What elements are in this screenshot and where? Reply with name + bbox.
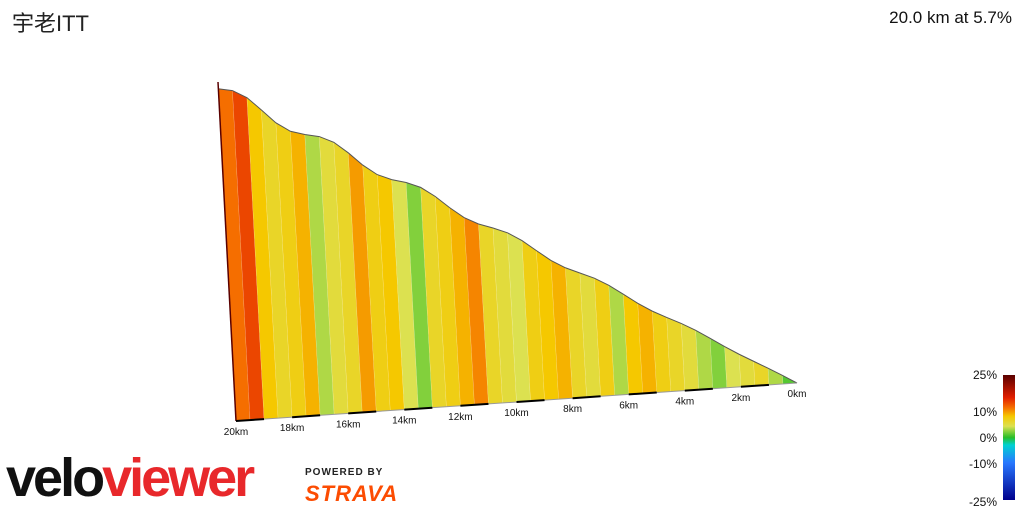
svg-text:veloviewer: veloviewer: [6, 448, 255, 508]
x-axis-tick-mark: [740, 383, 770, 388]
x-tick-label: 2km: [731, 393, 750, 404]
profile-outline: [217, 88, 798, 384]
x-tick-label: 6km: [619, 400, 638, 411]
x-tick-label: 0km: [788, 389, 807, 400]
gradient-segment: [738, 353, 756, 388]
gradient-segment: [767, 367, 784, 386]
x-tick-label: 14km: [392, 416, 416, 427]
x-tick-label: 12km: [448, 412, 472, 423]
x-axis-tick-mark: [348, 410, 377, 415]
gradient-legend-bar: [1003, 375, 1015, 500]
x-axis-tick-mark: [628, 391, 657, 396]
x-tick-label: 16km: [336, 419, 360, 430]
x-tick-label: 4km: [675, 397, 694, 408]
strava-logo: STRAVA: [305, 481, 399, 506]
x-tick-label: 10km: [504, 408, 528, 419]
x-axis-tick-mark: [572, 395, 601, 400]
x-tick-label: 18km: [280, 423, 304, 434]
route-title: 宇老ITT: [12, 11, 89, 36]
x-axis-tick-mark: [235, 418, 265, 422]
route-summary: 20.0 km at 5.7%: [889, 8, 1012, 27]
x-axis-tick-mark: [516, 399, 545, 403]
start-edge: [217, 81, 237, 422]
gradient-segment: [724, 346, 742, 389]
legend-label: 0%: [980, 431, 998, 445]
x-axis-tick-mark: [460, 402, 489, 407]
x-axis-tick-mark: [404, 406, 433, 411]
x-tick-label: 8km: [563, 404, 582, 415]
x-tick-label: 20km: [224, 427, 248, 438]
powered-by-label: POWERED BY: [305, 467, 384, 478]
legend-label: -25%: [969, 495, 997, 509]
veloviewer-logo: veloviewer: [6, 448, 258, 508]
legend-label: 10%: [973, 405, 997, 419]
legend-label: -10%: [969, 457, 997, 471]
x-axis-tick-mark: [684, 387, 713, 392]
legend-label: 25%: [973, 368, 997, 382]
x-axis-tick-mark: [292, 414, 321, 419]
